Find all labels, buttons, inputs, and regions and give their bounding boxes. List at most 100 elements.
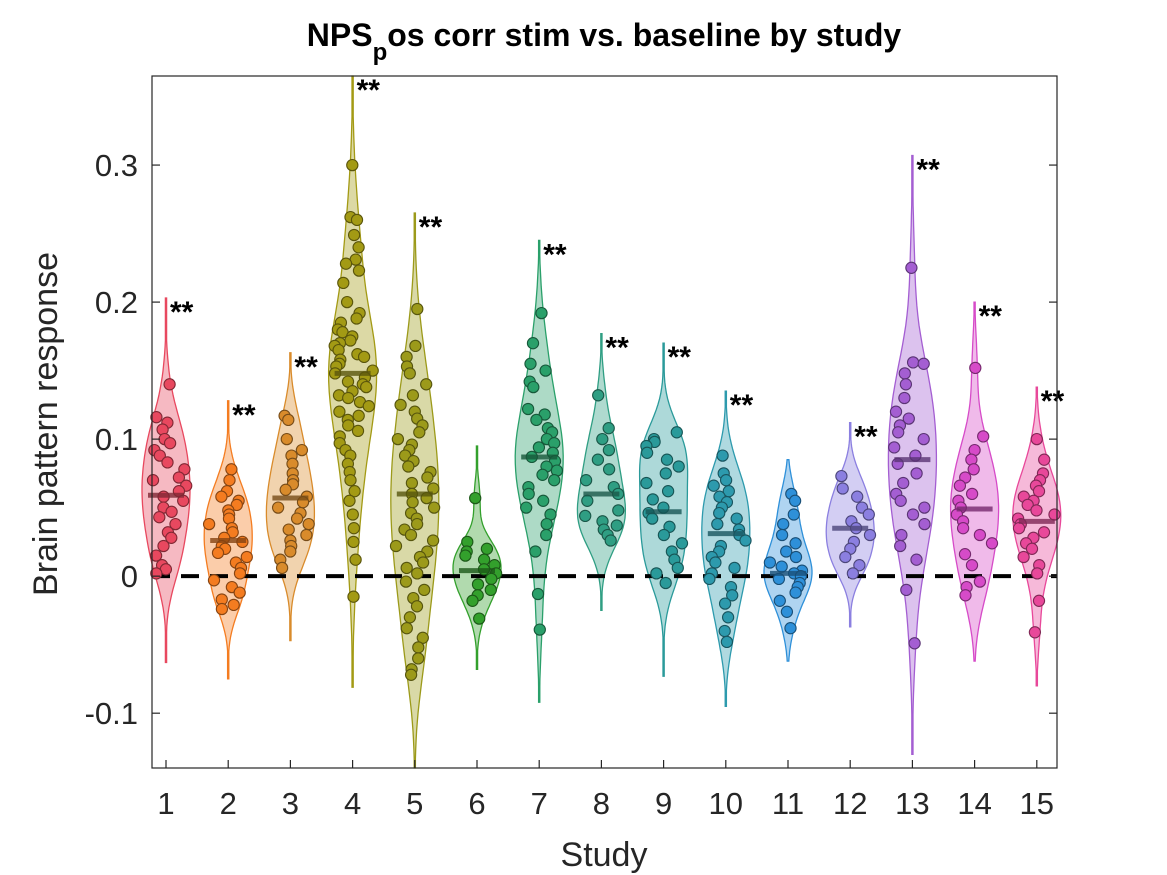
y-axis-title: Brain pattern response	[27, 252, 65, 596]
data-point	[965, 559, 979, 572]
y-tick-label: 0.1	[95, 422, 138, 457]
data-point	[398, 449, 412, 462]
significance-label: **	[357, 74, 381, 107]
data-point	[602, 443, 616, 457]
data-point	[602, 463, 616, 476]
data-point	[967, 463, 980, 476]
data-point	[1025, 542, 1039, 555]
y-tick-label: 0.2	[95, 285, 138, 320]
data-point	[215, 602, 229, 616]
data-point	[524, 357, 537, 370]
data-point	[788, 494, 802, 507]
data-point	[835, 469, 848, 483]
data-point	[720, 635, 734, 649]
data-point	[149, 549, 163, 562]
data-point	[400, 561, 413, 575]
data-point	[420, 378, 433, 391]
data-point	[485, 572, 498, 586]
significance-layer: ** ** ** ** ** ** ** ** ** ** ** ** **	[170, 74, 1064, 454]
data-point	[233, 567, 247, 580]
data-point	[349, 553, 362, 566]
chart-title: NPSpos corr stim vs. baseline by study	[307, 17, 902, 66]
data-point	[540, 517, 553, 531]
data-point	[672, 460, 685, 473]
data-point	[202, 517, 216, 531]
data-point	[596, 432, 609, 446]
x-tick-label: 8	[593, 786, 610, 821]
data-point	[279, 483, 292, 496]
data-point	[271, 501, 285, 514]
data-point	[726, 589, 739, 602]
data-point	[347, 522, 361, 535]
x-tick-label: 10	[709, 786, 743, 821]
x-tick-label: 7	[531, 786, 548, 821]
data-point	[918, 501, 931, 514]
chart-title-subscript: p	[373, 39, 388, 66]
data-point	[775, 560, 788, 573]
data-point	[713, 506, 726, 520]
data-point	[787, 508, 800, 521]
data-point	[344, 474, 357, 487]
data-point	[660, 453, 674, 466]
data-point	[670, 426, 683, 439]
data-point	[917, 357, 930, 370]
data-point	[1037, 526, 1051, 539]
data-point	[908, 637, 921, 650]
data-point	[337, 276, 350, 290]
significance-label: **	[543, 238, 567, 271]
data-point	[889, 405, 903, 418]
data-point	[539, 364, 552, 377]
data-point	[172, 471, 186, 484]
data-point	[579, 474, 593, 487]
data-point	[773, 594, 786, 607]
data-point	[211, 546, 225, 560]
significance-label: **	[854, 421, 878, 454]
data-point	[659, 467, 672, 480]
data-point	[527, 380, 540, 394]
data-point	[640, 446, 654, 459]
data-point	[763, 556, 777, 569]
data-point	[650, 567, 663, 580]
x-tick-label: 1	[157, 786, 174, 821]
data-point	[536, 468, 549, 481]
data-point	[537, 494, 550, 507]
significance-label: **	[730, 389, 754, 422]
data-point	[394, 398, 407, 412]
data-point	[977, 430, 990, 443]
data-point	[579, 509, 592, 523]
data-point	[789, 586, 802, 599]
data-point	[165, 505, 178, 518]
data-point	[969, 361, 982, 375]
data-point	[302, 517, 315, 531]
data-point	[846, 567, 860, 580]
significance-label: **	[668, 341, 692, 374]
significance-label: **	[916, 153, 940, 186]
data-point	[409, 339, 422, 353]
data-point	[521, 402, 535, 416]
data-point	[418, 583, 431, 597]
data-point	[895, 528, 908, 542]
x-tick-label: 2	[220, 786, 237, 821]
chart-title-rest: os corr stim vs. baseline by study	[387, 17, 901, 53]
data-point	[410, 517, 424, 531]
data-point	[163, 437, 177, 450]
data-point	[466, 594, 479, 607]
data-point	[412, 641, 425, 654]
data-point	[918, 517, 931, 531]
data-point	[789, 550, 803, 564]
data-point	[956, 522, 970, 535]
data-point	[347, 228, 361, 242]
data-point	[777, 517, 790, 531]
data-point	[730, 512, 743, 525]
data-point	[469, 491, 482, 505]
data-point	[646, 512, 659, 525]
data-point	[526, 337, 540, 350]
data-point	[284, 545, 297, 558]
data-point	[711, 517, 724, 531]
data-point	[591, 453, 605, 466]
significance-label: **	[979, 300, 1003, 333]
plot-frame	[151, 75, 1058, 769]
violin-study-11	[763, 459, 813, 662]
data-point	[906, 356, 920, 369]
data-point	[530, 413, 543, 427]
